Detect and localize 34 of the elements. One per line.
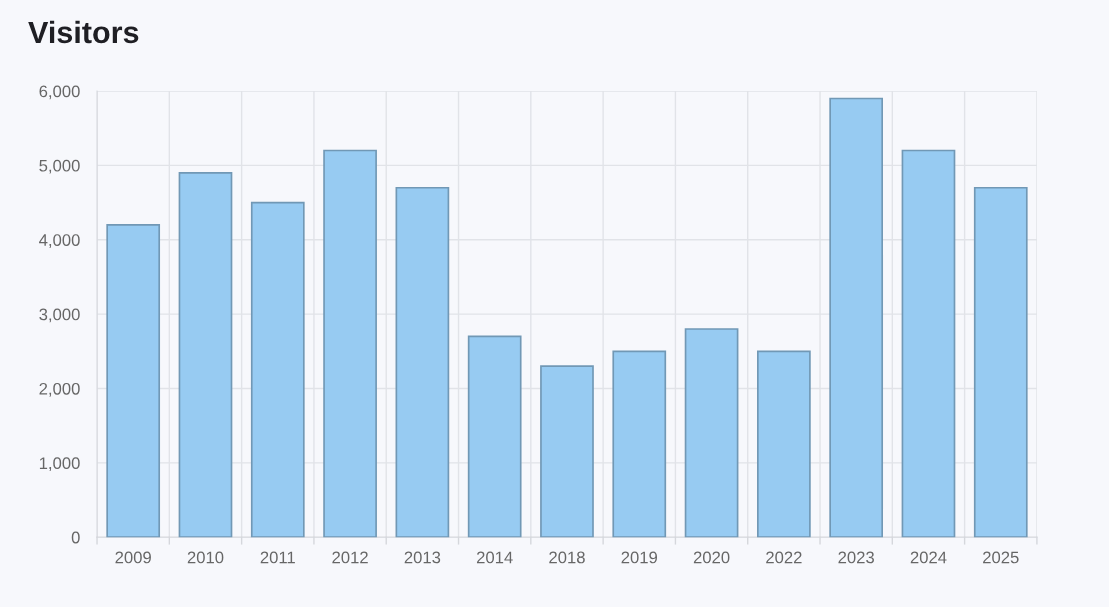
x-tick-label: 2014 xyxy=(476,551,513,564)
y-tick-label: 5,000 xyxy=(39,159,80,174)
y-tick-label: 6,000 xyxy=(39,85,80,100)
x-tick-label: 2019 xyxy=(621,551,658,564)
x-tick-label: 2025 xyxy=(983,551,1019,564)
x-tick-label: 2012 xyxy=(332,551,368,564)
bar xyxy=(467,335,522,538)
bar xyxy=(829,97,884,538)
y-tick-label: 4,000 xyxy=(39,234,80,248)
bar xyxy=(684,328,739,538)
x-tick-label: 2024 xyxy=(910,551,947,564)
chart-title: Visitors xyxy=(28,20,139,44)
bar xyxy=(178,172,233,538)
x-tick-label: 2011 xyxy=(260,551,295,564)
y-tick-label: 2,000 xyxy=(39,382,80,397)
y-tick-label: 0 xyxy=(71,531,80,544)
bar xyxy=(395,186,450,538)
x-tick-label: 2013 xyxy=(404,551,441,564)
bar xyxy=(612,350,667,538)
x-tick-label: 2023 xyxy=(838,551,874,564)
bar xyxy=(250,201,305,538)
x-tick-label: 2020 xyxy=(693,551,730,564)
x-tick-label: 2018 xyxy=(549,551,585,564)
x-tick-label: 2009 xyxy=(115,551,151,564)
bar xyxy=(106,224,161,538)
y-tick-label: 1,000 xyxy=(39,457,80,472)
bar xyxy=(757,350,811,538)
x-tick-label: 2010 xyxy=(187,551,224,564)
bar xyxy=(540,365,594,538)
x-tick-label: 2022 xyxy=(766,551,802,564)
bar xyxy=(323,149,377,538)
bar xyxy=(901,149,956,538)
y-tick-label: 3,000 xyxy=(39,308,80,323)
bar xyxy=(973,186,1028,538)
